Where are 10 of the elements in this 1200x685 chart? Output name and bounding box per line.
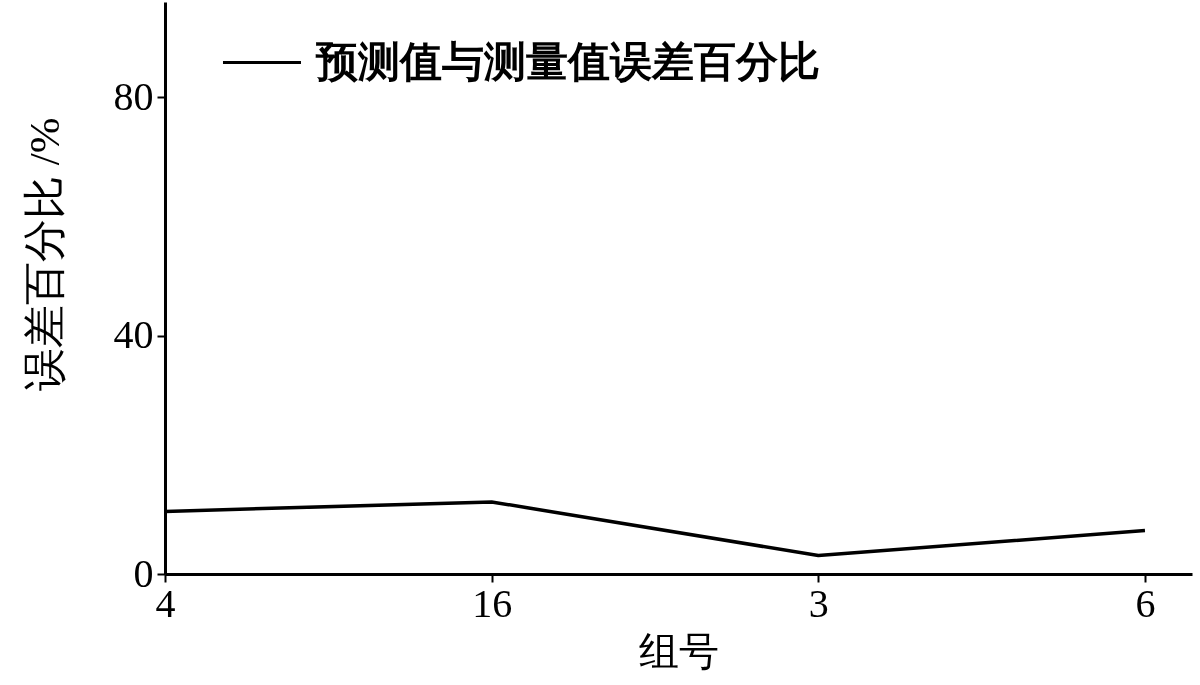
- y-tick-label: 40: [113, 312, 154, 358]
- x-tick-label: 6: [1135, 580, 1156, 626]
- x-axis-title: 组号: [639, 628, 719, 674]
- legend-label: 预测值与测量值误差百分比: [315, 38, 821, 85]
- x-tick-label: 4: [155, 580, 176, 626]
- x-tick-label: 16: [472, 580, 513, 626]
- x-tick-label: 3: [808, 580, 829, 626]
- y-axis-title: 误差百分比 /%: [20, 117, 68, 391]
- y-tick-label: 0: [133, 550, 154, 596]
- y-tick-label: 80: [113, 73, 154, 119]
